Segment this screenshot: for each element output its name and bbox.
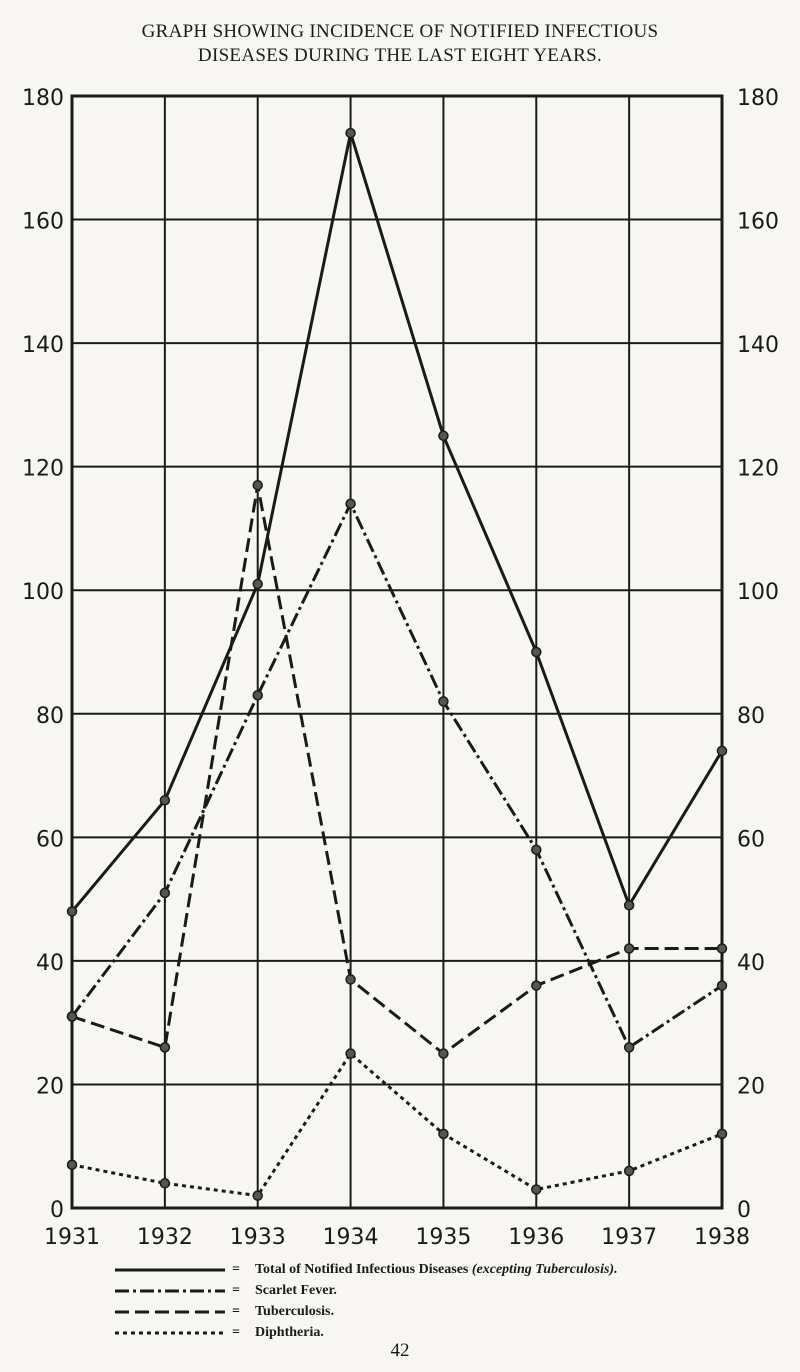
chart-grid: [70, 94, 724, 1210]
y-tick-label-left: 60: [36, 827, 64, 852]
data-point-dashed: [252, 479, 263, 491]
legend-label-diphtheria: Diphtheria.: [255, 1325, 324, 1340]
y-tick-label-left: 140: [22, 333, 64, 358]
data-point-dashdot: [252, 689, 263, 701]
data-point-dotted: [716, 1128, 728, 1140]
data-point-solid: [438, 430, 449, 442]
x-tick-label: 1938: [694, 1225, 750, 1250]
data-point-solid: [531, 646, 542, 658]
data-point-dashdot: [345, 498, 356, 509]
chart-title-line-2: DISEASES DURING THE LAST EIGHT YEARS.: [197, 45, 603, 66]
x-tick-label: 1932: [137, 1225, 193, 1250]
data-point-dashed: [345, 974, 356, 985]
data-point-solid: [252, 578, 263, 590]
y-tick-label-right: 20: [737, 1074, 765, 1099]
legend-swatch-dashdot: [115, 1289, 225, 1293]
data-point-solid: [623, 900, 635, 911]
y-tick-label-left: 80: [36, 704, 64, 729]
chart-axis-labels: 0 0 20 20 40 40 60 60 80 80 100 100 120 120 140 140 160 1…: [22, 86, 779, 1250]
x-tick-label: 1934: [323, 1225, 379, 1250]
y-tick-label-left: 0: [50, 1198, 64, 1223]
data-point-dashed: [716, 943, 728, 954]
y-tick-label-left: 100: [22, 580, 64, 605]
data-point-dotted: [159, 1178, 171, 1189]
x-tick-label: 1936: [508, 1225, 564, 1250]
legend-swatch-dotted: [115, 1331, 225, 1335]
y-tick-label-right: 100: [737, 580, 779, 605]
data-point-dotted: [66, 1159, 78, 1171]
legend-label-total: Total of Notified Infectious Diseases (e…: [255, 1262, 618, 1277]
data-point-solid: [716, 745, 728, 757]
data-point-dotted: [531, 1184, 542, 1195]
x-tick-label: 1933: [230, 1225, 286, 1250]
data-point-dashed: [66, 1011, 78, 1022]
data-point-dotted: [438, 1128, 449, 1140]
legend-note-total: (excepting Tuberculosis).: [471, 1262, 618, 1277]
y-tick-label-right: 60: [737, 827, 765, 852]
y-tick-label-right: 160: [737, 210, 779, 235]
legend-label-tuberculosis: Tuberculosis.: [255, 1304, 334, 1319]
data-point-solid: [159, 795, 171, 806]
x-tick-label: 1931: [44, 1225, 100, 1250]
data-point-solid: [66, 906, 78, 917]
y-tick-label-right: 80: [737, 704, 765, 729]
series-line-solid: [70, 132, 724, 913]
y-tick-label-right: 140: [737, 333, 779, 358]
legend-equals: =: [232, 1283, 240, 1298]
chart-series: [66, 127, 728, 1201]
data-point-dashdot: [716, 980, 728, 991]
data-point-dashed: [531, 980, 542, 991]
legend-equals: =: [232, 1262, 240, 1277]
data-point-dashdot: [159, 887, 171, 899]
y-tick-label-right: 120: [737, 457, 779, 482]
legend-swatch-solid: [115, 1268, 225, 1272]
line-chart: 0 0 20 20 40 40 60 60 80 80 100 100 120 120 140 140 160 1…: [22, 86, 779, 1250]
series-line-dashed: [71, 484, 722, 1056]
page-number: 42: [390, 1340, 410, 1361]
y-tick-label-left: 160: [22, 210, 64, 235]
series-line-dashdot: [70, 500, 723, 1050]
legend-equals: =: [232, 1304, 240, 1319]
x-tick-label: 1937: [601, 1225, 657, 1250]
y-tick-label-right: 0: [737, 1198, 751, 1223]
data-point-dotted: [345, 1048, 356, 1059]
data-point-solid: [345, 127, 356, 139]
chart-title-line-1: GRAPH SHOWING INCIDENCE OF NOTIFIED INFE…: [141, 21, 659, 42]
legend-label-scarlet-fever: Scarlet Fever.: [255, 1283, 337, 1298]
y-tick-label-right: 40: [737, 951, 765, 976]
y-tick-label-left: 40: [36, 951, 64, 976]
data-point-dashdot: [438, 696, 449, 707]
data-point-dashed: [623, 943, 635, 954]
data-point-dashdot: [531, 844, 542, 855]
plot-frame: [70, 94, 724, 1210]
data-point-dashed: [159, 1042, 171, 1053]
legend-swatch-dashed: [115, 1310, 225, 1314]
series-line-dotted: [71, 1051, 723, 1198]
x-tick-label: 1935: [415, 1225, 471, 1250]
data-point-dotted: [623, 1165, 635, 1177]
legend-equals: =: [232, 1325, 240, 1340]
data-point-dashed: [438, 1048, 449, 1059]
data-point-dashdot: [623, 1042, 635, 1053]
y-tick-label-left: 20: [36, 1074, 64, 1099]
y-tick-label-right: 180: [737, 86, 779, 111]
data-point-dotted: [252, 1190, 263, 1201]
y-tick-label-left: 180: [22, 86, 64, 111]
y-tick-label-left: 120: [22, 457, 64, 482]
